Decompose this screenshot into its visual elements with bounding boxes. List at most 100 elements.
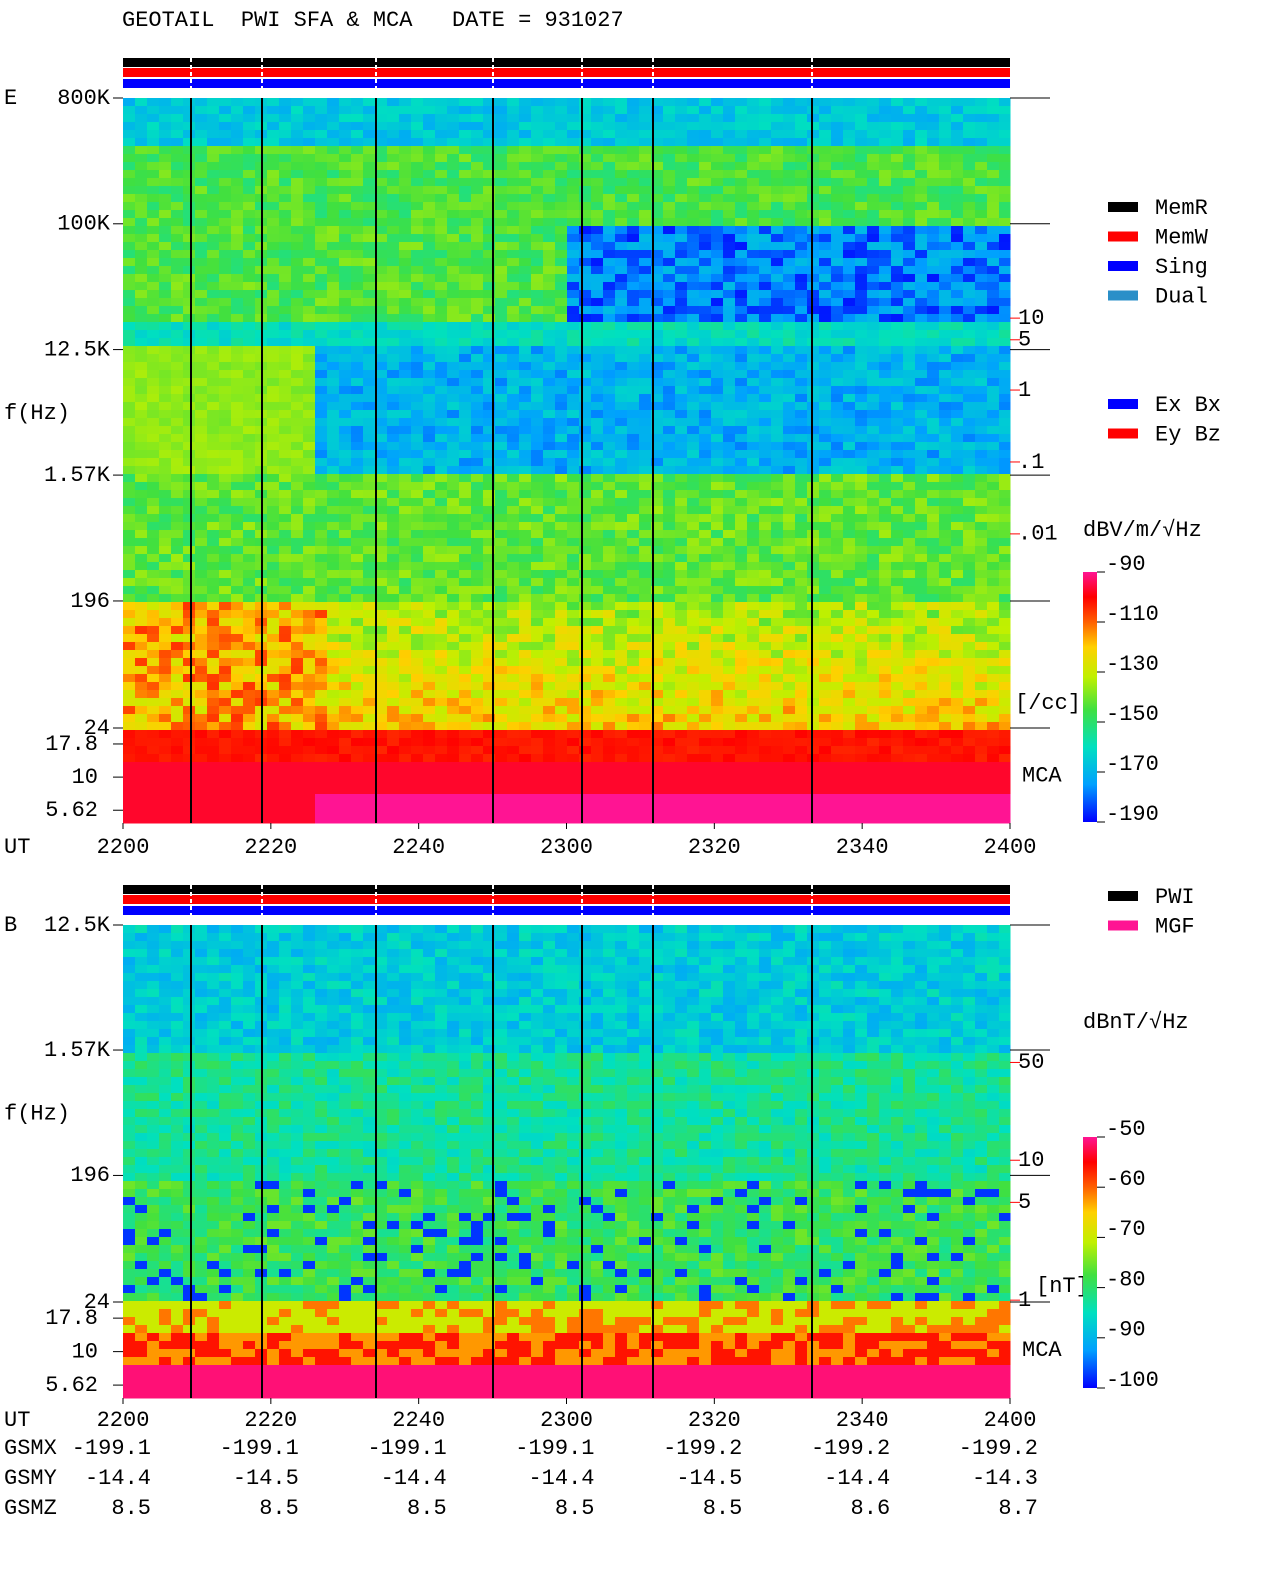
spectrogram-cell xyxy=(939,226,952,235)
spectrogram-cell xyxy=(495,154,508,163)
spectrogram-cell xyxy=(543,314,556,323)
spectrogram-cell xyxy=(999,218,1011,227)
spectrogram-cell xyxy=(315,450,328,459)
spectrogram-cell xyxy=(651,530,664,539)
spectrogram-cell xyxy=(951,122,964,131)
spectrogram-cell xyxy=(315,122,328,131)
spectrogram-cell xyxy=(207,474,220,483)
spectrogram-cell xyxy=(279,442,292,451)
spectrogram-cell xyxy=(231,394,244,403)
spectrogram-cell xyxy=(639,434,652,443)
spectrogram-cell xyxy=(483,634,496,643)
spectrogram-cell xyxy=(279,450,292,459)
spectrogram-cell xyxy=(243,314,256,323)
spectrogram-cell xyxy=(219,546,232,555)
spectrogram-cell xyxy=(771,618,784,627)
spectrogram-cell xyxy=(783,202,796,211)
spectrogram-cell xyxy=(723,282,736,291)
spectrogram-cell xyxy=(747,290,760,299)
spectrogram-cell xyxy=(567,402,580,411)
spectrogram-cell xyxy=(243,114,256,123)
spectrogram-cell xyxy=(315,434,328,443)
spectrogram-cell xyxy=(423,194,436,203)
spectrogram-cell xyxy=(735,122,748,131)
spectrogram-cell xyxy=(771,130,784,139)
spectrogram-cell xyxy=(339,370,352,379)
spectrogram-cell xyxy=(423,210,436,219)
spectrogram-cell xyxy=(531,202,544,211)
spectrogram-cell xyxy=(999,266,1011,275)
spectrogram-cell xyxy=(771,202,784,211)
spectrogram-cell xyxy=(747,194,760,203)
spectrogram-cell xyxy=(975,282,988,291)
spectrogram-cell xyxy=(687,114,700,123)
spectrogram-cell xyxy=(843,266,856,275)
spectrogram-cell xyxy=(435,338,448,347)
spectrogram-cell xyxy=(771,458,784,467)
spectrogram-cell xyxy=(603,554,616,563)
spectrogram-cell xyxy=(987,106,1000,115)
spectrogram-cell xyxy=(447,634,460,643)
spectrogram-cell xyxy=(951,530,964,539)
spectrogram-cell xyxy=(519,554,532,563)
spectrogram-cell xyxy=(339,610,352,619)
spectrogram-cell xyxy=(567,634,580,643)
spectrogram-cell xyxy=(891,298,904,307)
spectrogram-cell xyxy=(831,434,844,443)
spectrogram-cell xyxy=(879,370,892,379)
spectrogram-cell xyxy=(423,434,436,443)
spectrogram-cell xyxy=(387,202,400,211)
spectrogram-cell xyxy=(639,386,652,395)
spectrogram-cell xyxy=(159,378,172,387)
spectrogram-cell xyxy=(387,482,400,491)
spectrogram-cell xyxy=(591,354,604,363)
spectrogram-cell xyxy=(711,258,724,267)
spectrogram-cell xyxy=(663,482,676,491)
spectrogram-cell xyxy=(855,242,868,251)
spectrogram-cell xyxy=(819,154,832,163)
spectrogram-cell xyxy=(963,522,976,531)
spectrogram-cell xyxy=(807,410,820,419)
spectrogram-cell xyxy=(927,402,940,411)
spectrogram-cell xyxy=(399,394,412,403)
spectrogram-cell xyxy=(879,418,892,427)
spectrogram-cell xyxy=(147,218,160,227)
spectrogram-cell xyxy=(747,202,760,211)
spectrogram-cell xyxy=(507,554,520,563)
spectrogram-cell xyxy=(303,506,316,515)
spectrogram-cell xyxy=(147,330,160,339)
spectrogram-cell xyxy=(831,530,844,539)
spectrogram-cell xyxy=(903,498,916,507)
spectrogram-cell xyxy=(159,482,172,491)
spectrogram-cell xyxy=(531,610,544,619)
spectrogram-cell xyxy=(675,370,688,379)
spectrogram-cell xyxy=(903,546,916,555)
spectrogram-cell xyxy=(747,474,760,483)
spectrogram-cell xyxy=(663,338,676,347)
spectrogram-cell xyxy=(951,290,964,299)
spectrogram-cell xyxy=(495,218,508,227)
spectrogram-cell xyxy=(567,234,580,243)
spectrogram-cell xyxy=(483,506,496,515)
spectrogram-cell xyxy=(591,218,604,227)
spectrogram-cell xyxy=(459,570,472,579)
spectrogram-cell xyxy=(207,570,220,579)
spectrogram-cell xyxy=(279,114,292,123)
spectrogram-cell xyxy=(507,450,520,459)
spectrogram-cell xyxy=(903,122,916,131)
spectrogram-cell xyxy=(135,282,148,291)
spectrogram-cell xyxy=(723,194,736,203)
spectrogram-cell xyxy=(339,394,352,403)
spectrogram-cell xyxy=(963,626,976,635)
spectrogram-cell xyxy=(423,242,436,251)
spectrogram-cell xyxy=(183,354,196,363)
spectrogram-cell xyxy=(507,578,520,587)
spectrogram-cell xyxy=(783,218,796,227)
spectrogram-cell xyxy=(387,490,400,499)
spectrogram-cell xyxy=(387,466,400,475)
spectrogram-cell xyxy=(555,106,568,115)
spectrogram-cell xyxy=(447,602,460,611)
spectrogram-cell xyxy=(975,226,988,235)
spectrogram-cell xyxy=(519,618,532,627)
spectrogram-cell xyxy=(675,602,688,611)
